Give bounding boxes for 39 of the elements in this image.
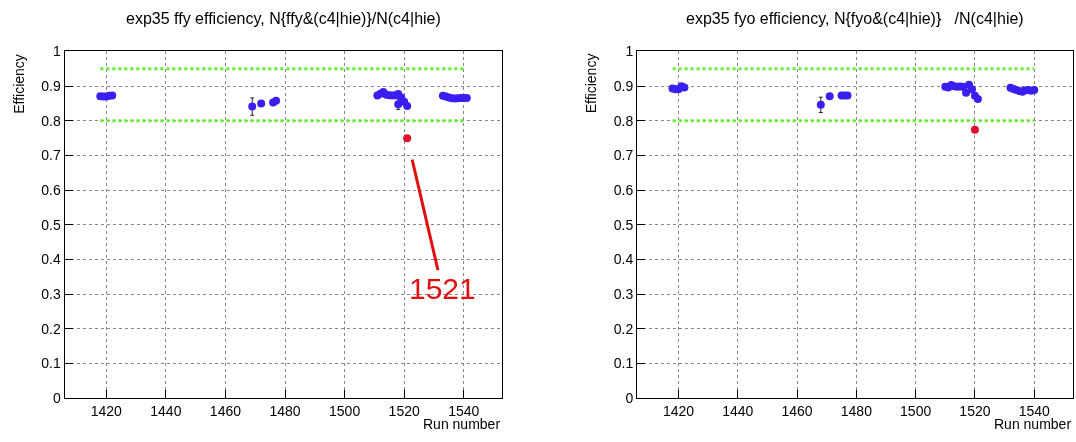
chart-title: exp35 fyo efficiency, N{fyo&(c4|hie)} /N(c4|hie) [686,10,1024,27]
y-tick-label: 0.1 [41,355,61,372]
x-tick-label: 1420 [90,403,123,420]
y-tick-label: 0.8 [613,112,634,129]
y-tick-label: 0.8 [41,112,61,129]
y-tick-label: 0 [625,390,634,407]
x-tick-label: 1420 [662,403,695,420]
y-axis-title: Efficiency [583,53,600,114]
y-tick-label: 0.9 [613,78,634,95]
y-tick-label: 0.2 [613,320,634,337]
y-tick-label: 0.5 [613,216,634,233]
x-tick-label: 1520 [959,403,991,420]
y-tick-label: 0 [52,390,61,407]
chart-title: exp35 ffy efficiency, N{ffy&(c4|hie)}/N(c4|hie) [126,10,441,27]
y-tick-label: 0.7 [613,147,634,164]
y-tick-label: 1 [52,43,61,60]
x-tick-label: 1460 [781,403,813,420]
y-tick-label: 0.1 [613,355,634,372]
y-tick-label: 0.5 [41,216,61,233]
annotation: 1521 [409,272,476,305]
y-tick-label: 0.4 [41,251,61,268]
x-tick-label: 1520 [388,403,420,420]
y-tick-label: 0.4 [613,251,634,268]
x-tick-label: 1460 [209,403,242,420]
x-tick-label: 1480 [840,403,873,420]
x-tick-label: 1440 [150,403,182,420]
y-tick-label: 0.6 [613,182,634,199]
y-tick-label: 0.7 [41,147,61,164]
y-tick-label: 0.6 [41,182,61,199]
x-tick-label: 1500 [900,403,932,420]
y-tick-label: 1 [625,43,634,60]
y-tick-label: 0.9 [41,78,61,95]
y-tick-label: 0.2 [41,320,61,337]
y-tick-label: 0.3 [613,286,634,303]
x-tick-label: 1500 [329,403,361,420]
y-tick-label: 0.3 [41,286,61,303]
y-axis-title: Efficiency [10,54,27,114]
x-tick-label: 1480 [269,403,301,420]
x-tick-label: 1440 [722,403,754,420]
